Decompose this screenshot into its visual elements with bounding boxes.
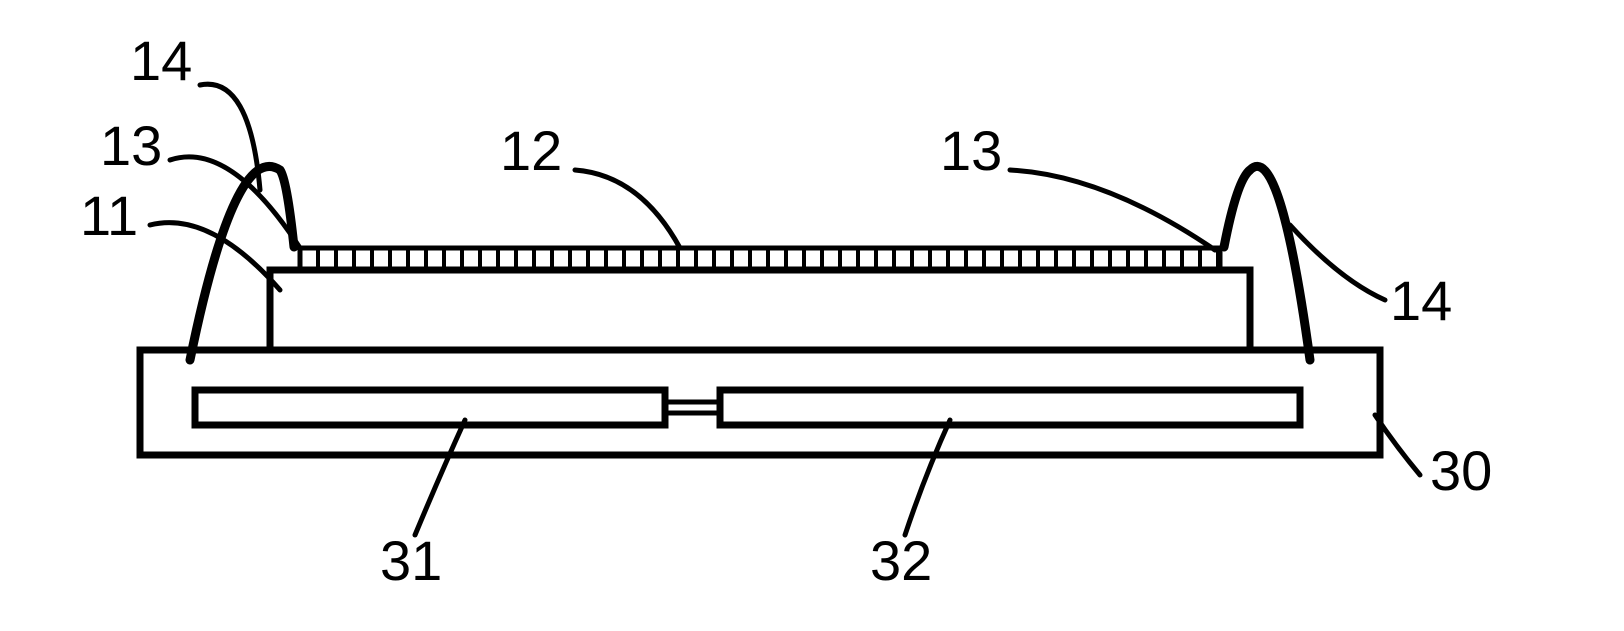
chip-11 bbox=[270, 270, 1250, 350]
label-12: 12 bbox=[500, 119, 562, 182]
label-14: 14 bbox=[130, 29, 192, 92]
substrate-30 bbox=[140, 350, 1380, 455]
leader-12 bbox=[575, 170, 680, 248]
leader-13b bbox=[1010, 170, 1215, 250]
cross-section-diagram: 14 13 11 12 13 14 30 31 32 bbox=[0, 0, 1624, 631]
label-14b: 14 bbox=[1390, 269, 1452, 332]
leader-32 bbox=[905, 420, 950, 535]
region-32 bbox=[720, 390, 1300, 425]
label-30: 30 bbox=[1430, 439, 1492, 502]
bond-wire-14-right bbox=[1224, 166, 1310, 360]
leader-31 bbox=[415, 420, 465, 535]
label-13b: 13 bbox=[940, 119, 1002, 182]
label-11: 11 bbox=[80, 184, 138, 247]
label-13: 13 bbox=[100, 114, 162, 177]
label-32: 32 bbox=[870, 529, 932, 592]
leader-14b bbox=[1290, 225, 1385, 300]
region-31 bbox=[195, 390, 665, 425]
bond-wire-14-left bbox=[190, 166, 294, 360]
label-31: 31 bbox=[380, 529, 442, 592]
connector-31-32 bbox=[665, 402, 720, 413]
